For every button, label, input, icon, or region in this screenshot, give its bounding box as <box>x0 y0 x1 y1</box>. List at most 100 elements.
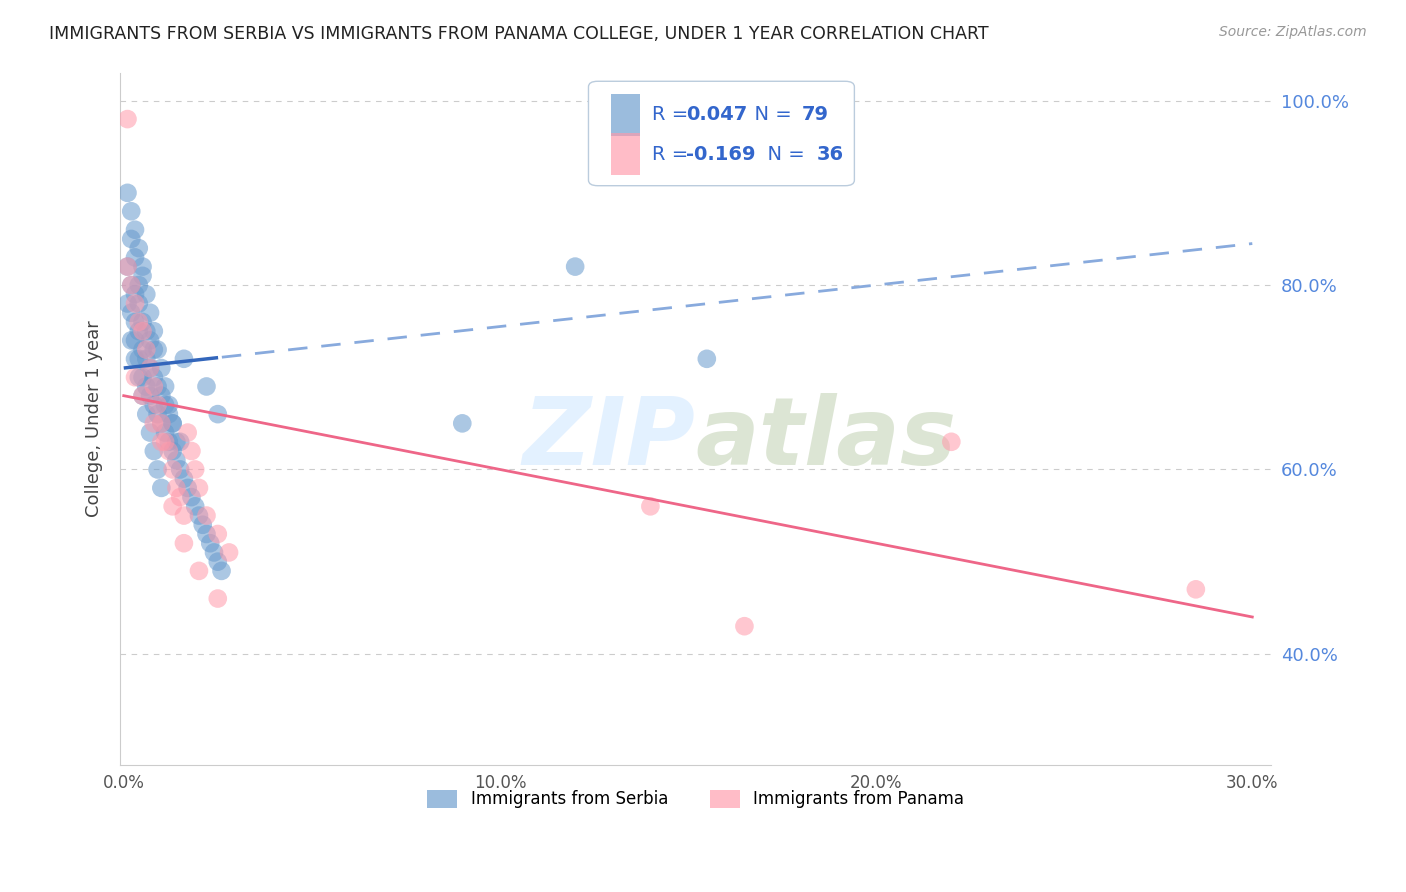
Point <box>146 462 169 476</box>
Point <box>135 379 157 393</box>
Point <box>162 417 184 431</box>
Point <box>131 389 153 403</box>
Point <box>150 481 173 495</box>
Text: 0.047: 0.047 <box>686 105 748 124</box>
Text: 79: 79 <box>801 105 828 124</box>
Point <box>131 343 153 357</box>
Text: atlas: atlas <box>696 393 956 485</box>
Point <box>131 370 153 384</box>
Point <box>128 370 150 384</box>
Point <box>135 287 157 301</box>
Point <box>146 379 169 393</box>
Point <box>165 481 187 495</box>
Point <box>188 564 211 578</box>
Point <box>124 351 146 366</box>
Point <box>195 527 218 541</box>
Point <box>150 434 173 449</box>
Text: R =: R = <box>652 105 695 124</box>
Point <box>207 555 229 569</box>
Point <box>162 500 184 514</box>
Point <box>173 351 195 366</box>
Point <box>128 324 150 338</box>
Point <box>124 370 146 384</box>
Point <box>139 389 162 403</box>
Point <box>117 112 139 127</box>
Point <box>142 379 165 393</box>
Point <box>180 490 202 504</box>
Point <box>1185 582 1208 597</box>
Point <box>188 508 211 523</box>
Point <box>153 398 176 412</box>
Point <box>150 389 173 403</box>
Point <box>139 361 162 376</box>
Point <box>202 545 225 559</box>
Point <box>941 434 963 449</box>
Text: 36: 36 <box>817 145 844 163</box>
Point <box>124 315 146 329</box>
Point <box>135 351 157 366</box>
Point <box>211 564 233 578</box>
Point <box>139 361 162 376</box>
Point <box>124 223 146 237</box>
Text: Source: ZipAtlas.com: Source: ZipAtlas.com <box>1219 25 1367 39</box>
Point <box>128 351 150 366</box>
Point <box>117 186 139 200</box>
Point <box>142 444 165 458</box>
Text: N =: N = <box>741 105 797 124</box>
Point <box>165 434 187 449</box>
Point <box>139 306 162 320</box>
Point <box>117 260 139 274</box>
Point <box>157 398 180 412</box>
Point <box>195 508 218 523</box>
Point <box>146 407 169 421</box>
Point <box>173 508 195 523</box>
Point <box>451 417 474 431</box>
Point <box>157 407 180 421</box>
Text: ZIP: ZIP <box>523 393 696 485</box>
Point <box>184 462 207 476</box>
Text: R =: R = <box>652 145 695 163</box>
Point <box>142 343 165 357</box>
Point <box>120 306 142 320</box>
Point <box>169 490 191 504</box>
Point <box>169 462 191 476</box>
Point <box>139 334 162 348</box>
Bar <box>612 94 640 136</box>
Text: N =: N = <box>755 145 811 163</box>
Point <box>184 500 207 514</box>
Point <box>176 425 198 440</box>
Point <box>117 296 139 310</box>
Point <box>120 334 142 348</box>
Point <box>131 315 153 329</box>
Point <box>131 260 153 274</box>
Point <box>207 591 229 606</box>
Point <box>128 315 150 329</box>
Point <box>131 268 153 283</box>
Point <box>131 389 153 403</box>
Point <box>157 434 180 449</box>
Text: -0.169: -0.169 <box>686 145 756 163</box>
Point <box>128 296 150 310</box>
Point <box>696 351 718 366</box>
Point <box>218 545 240 559</box>
Point <box>120 204 142 219</box>
Point <box>188 481 211 495</box>
Point <box>564 260 586 274</box>
Point <box>120 278 142 293</box>
Point <box>139 425 162 440</box>
Point <box>176 481 198 495</box>
Point <box>150 361 173 376</box>
Point <box>128 241 150 255</box>
Point <box>135 343 157 357</box>
Point <box>200 536 222 550</box>
Point <box>142 324 165 338</box>
Point <box>180 444 202 458</box>
Point <box>124 251 146 265</box>
Point <box>117 260 139 274</box>
Point <box>124 334 146 348</box>
Point <box>191 517 214 532</box>
Point <box>128 278 150 293</box>
Point <box>640 500 662 514</box>
Point <box>146 343 169 357</box>
Point <box>153 425 176 440</box>
